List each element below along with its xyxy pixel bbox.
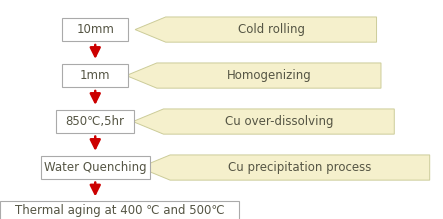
Polygon shape xyxy=(135,17,377,42)
FancyBboxPatch shape xyxy=(62,18,128,41)
Text: Cu precipitation process: Cu precipitation process xyxy=(228,161,372,174)
FancyBboxPatch shape xyxy=(57,110,134,133)
Text: Homogenizing: Homogenizing xyxy=(226,69,311,82)
Text: 850℃,5hr: 850℃,5hr xyxy=(66,115,125,128)
FancyBboxPatch shape xyxy=(0,201,239,219)
FancyBboxPatch shape xyxy=(62,64,128,87)
Text: Cold rolling: Cold rolling xyxy=(237,23,305,36)
Text: Thermal aging at 400 ℃ and 500℃: Thermal aging at 400 ℃ and 500℃ xyxy=(15,204,225,217)
Polygon shape xyxy=(133,109,394,134)
Text: 1mm: 1mm xyxy=(80,69,110,82)
Polygon shape xyxy=(140,155,430,180)
Text: Water Quenching: Water Quenching xyxy=(44,161,147,174)
Polygon shape xyxy=(126,63,381,88)
Text: Cu over-dissolving: Cu over-dissolving xyxy=(225,115,333,128)
FancyBboxPatch shape xyxy=(41,156,150,179)
Text: 10mm: 10mm xyxy=(76,23,114,36)
